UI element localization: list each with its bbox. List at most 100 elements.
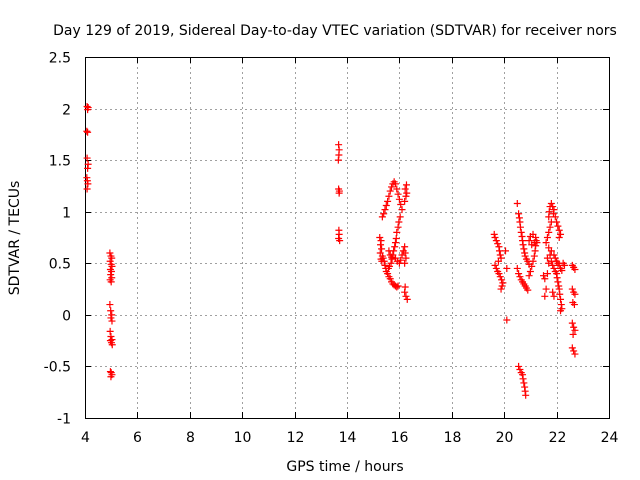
data-point-marker <box>519 241 527 249</box>
data-point-marker <box>386 187 394 195</box>
data-point-marker <box>491 234 499 241</box>
data-point-marker <box>502 247 510 255</box>
data-point-marker <box>108 254 116 262</box>
data-point-marker <box>522 391 530 399</box>
data-point-marker <box>520 379 528 387</box>
data-point-marker <box>398 206 406 214</box>
data-point-marker <box>555 226 563 234</box>
data-point-marker <box>494 240 502 248</box>
data-point-marker <box>335 189 343 197</box>
data-point-marker <box>551 213 559 221</box>
data-point-marker <box>558 267 566 275</box>
data-point-marker <box>402 192 410 200</box>
data-point-marker <box>568 319 576 327</box>
data-point-marker <box>384 264 392 272</box>
data-point-marker <box>541 292 549 300</box>
data-point-marker <box>517 228 525 236</box>
data-point-marker <box>84 128 92 136</box>
data-point-marker <box>403 189 411 197</box>
data-point-marker <box>545 244 553 252</box>
data-point-marker <box>395 195 403 203</box>
data-point-marker <box>498 282 506 290</box>
data-point-marker <box>557 307 565 315</box>
data-point-marker <box>553 218 561 226</box>
data-point-marker <box>496 273 504 281</box>
data-point-marker <box>549 261 557 269</box>
data-point-marker <box>549 288 557 296</box>
data-point-marker <box>551 254 559 262</box>
data-point-marker <box>557 295 565 303</box>
data-point-marker <box>556 290 564 298</box>
data-point-marker <box>334 156 342 164</box>
data-point-marker <box>391 239 399 247</box>
grid-lines <box>85 57 609 418</box>
data-point-marker <box>401 185 409 193</box>
x-tick-label: 14 <box>339 430 357 446</box>
y-tick-label: 0.5 <box>49 257 71 273</box>
data-point-marker <box>83 127 91 135</box>
data-point-marker <box>499 279 507 287</box>
data-point-marker <box>392 235 400 243</box>
data-point-marker <box>554 278 562 286</box>
data-point-marker <box>550 264 558 272</box>
data-point-marker <box>106 327 114 335</box>
data-point-marker <box>497 285 505 293</box>
data-point-marker <box>386 275 394 283</box>
data-point-marker <box>520 245 528 253</box>
data-point-marker <box>394 223 402 231</box>
data-point-marker <box>393 228 401 236</box>
x-tick-label: 8 <box>186 430 195 446</box>
data-point-marker <box>513 199 521 207</box>
data-point-marker <box>83 154 91 162</box>
data-point-marker <box>108 341 116 349</box>
data-point-marker <box>107 314 115 322</box>
data-point-marker <box>533 239 541 247</box>
data-point-marker <box>543 234 551 241</box>
data-point-marker <box>503 316 511 324</box>
data-point-marker <box>396 213 404 221</box>
data-point-marker <box>540 272 547 280</box>
x-tick-label: 6 <box>133 430 142 446</box>
data-point-marker <box>387 259 395 267</box>
data-point-marker <box>569 330 577 338</box>
data-point-marker <box>384 270 392 278</box>
data-point-marker <box>381 261 389 269</box>
y-tick-label: 2 <box>62 103 71 119</box>
data-point-marker <box>519 375 527 383</box>
data-point-marker <box>378 213 386 221</box>
y-tick-label: -1 <box>57 412 71 428</box>
data-point-marker <box>336 237 344 245</box>
data-point-marker <box>571 265 579 273</box>
data-point-marker <box>490 230 498 238</box>
data-point-marker <box>525 237 533 245</box>
data-point-marker <box>106 301 114 309</box>
data-point-marker <box>388 183 396 191</box>
data-point-marker <box>385 192 393 200</box>
data-point-marker <box>555 234 563 241</box>
data-point-marker <box>550 292 558 300</box>
data-point-marker <box>402 292 410 300</box>
data-point-marker <box>107 373 115 381</box>
data-point-marker <box>545 228 553 236</box>
data-point-marker <box>543 270 551 278</box>
y-tick-label: 1 <box>62 206 71 222</box>
data-point-marker <box>393 283 401 291</box>
data-point-marker <box>541 275 549 283</box>
data-point-marker <box>516 273 524 281</box>
data-point-marker <box>84 164 92 172</box>
data-point-marker <box>545 208 553 216</box>
x-tick-label: 24 <box>601 430 619 446</box>
x-tick-label: 18 <box>444 430 462 446</box>
data-point-marker <box>570 347 578 355</box>
data-point-marker <box>491 261 499 269</box>
data-point-marker <box>529 257 537 265</box>
data-point-marker <box>394 190 402 198</box>
data-point-marker <box>568 344 576 352</box>
data-point-marker <box>381 206 389 214</box>
data-point-marker <box>498 276 506 284</box>
data-point-marker <box>401 249 409 257</box>
data-point-marker <box>521 252 529 260</box>
data-point-marker <box>384 197 392 205</box>
data-point-marker <box>495 247 503 255</box>
